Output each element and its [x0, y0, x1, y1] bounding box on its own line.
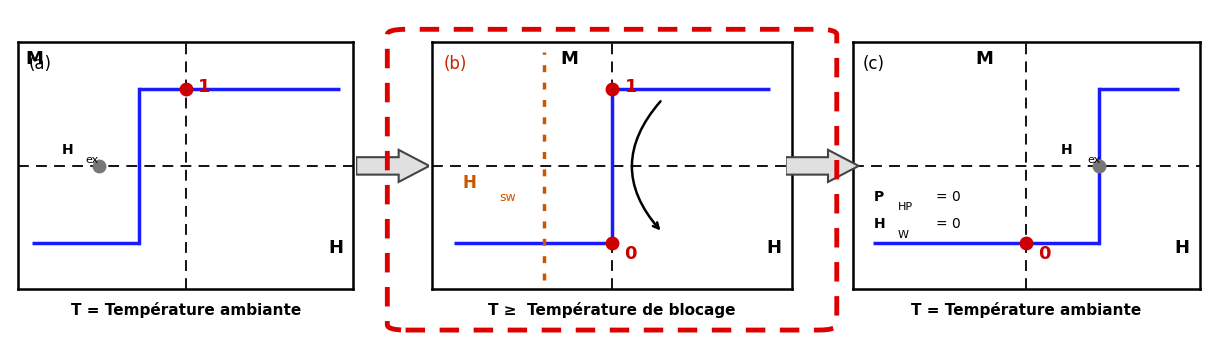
Text: T = Température ambiante: T = Température ambiante: [71, 302, 301, 318]
Text: P: P: [873, 190, 884, 203]
Text: T ≥  Température de blocage: T ≥ Température de blocage: [488, 302, 736, 318]
Text: H: H: [1174, 239, 1189, 257]
Text: = 0: = 0: [935, 190, 961, 203]
Text: M: M: [560, 50, 577, 68]
Text: HP: HP: [898, 202, 912, 213]
Text: (b): (b): [443, 55, 466, 73]
Text: ex: ex: [85, 155, 99, 166]
Text: = 0: = 0: [935, 217, 961, 231]
Text: W: W: [898, 229, 909, 240]
Text: ex: ex: [1086, 155, 1100, 166]
Text: 1: 1: [197, 78, 209, 96]
Polygon shape: [356, 150, 429, 182]
Text: (a): (a): [28, 55, 51, 73]
Text: T = Température ambiante: T = Température ambiante: [911, 302, 1141, 318]
Text: H: H: [62, 143, 73, 156]
Text: 0: 0: [1038, 245, 1051, 263]
Text: H: H: [873, 217, 885, 231]
Text: H: H: [1061, 143, 1073, 156]
Text: 1: 1: [625, 78, 637, 96]
Text: H: H: [463, 174, 476, 192]
Polygon shape: [786, 150, 859, 182]
Text: sw: sw: [499, 191, 515, 203]
Text: H: H: [328, 239, 343, 257]
Text: (c): (c): [864, 55, 885, 73]
Text: H: H: [766, 239, 781, 257]
Text: M: M: [24, 50, 43, 68]
Text: 0: 0: [625, 245, 637, 263]
Text: M: M: [976, 50, 994, 68]
